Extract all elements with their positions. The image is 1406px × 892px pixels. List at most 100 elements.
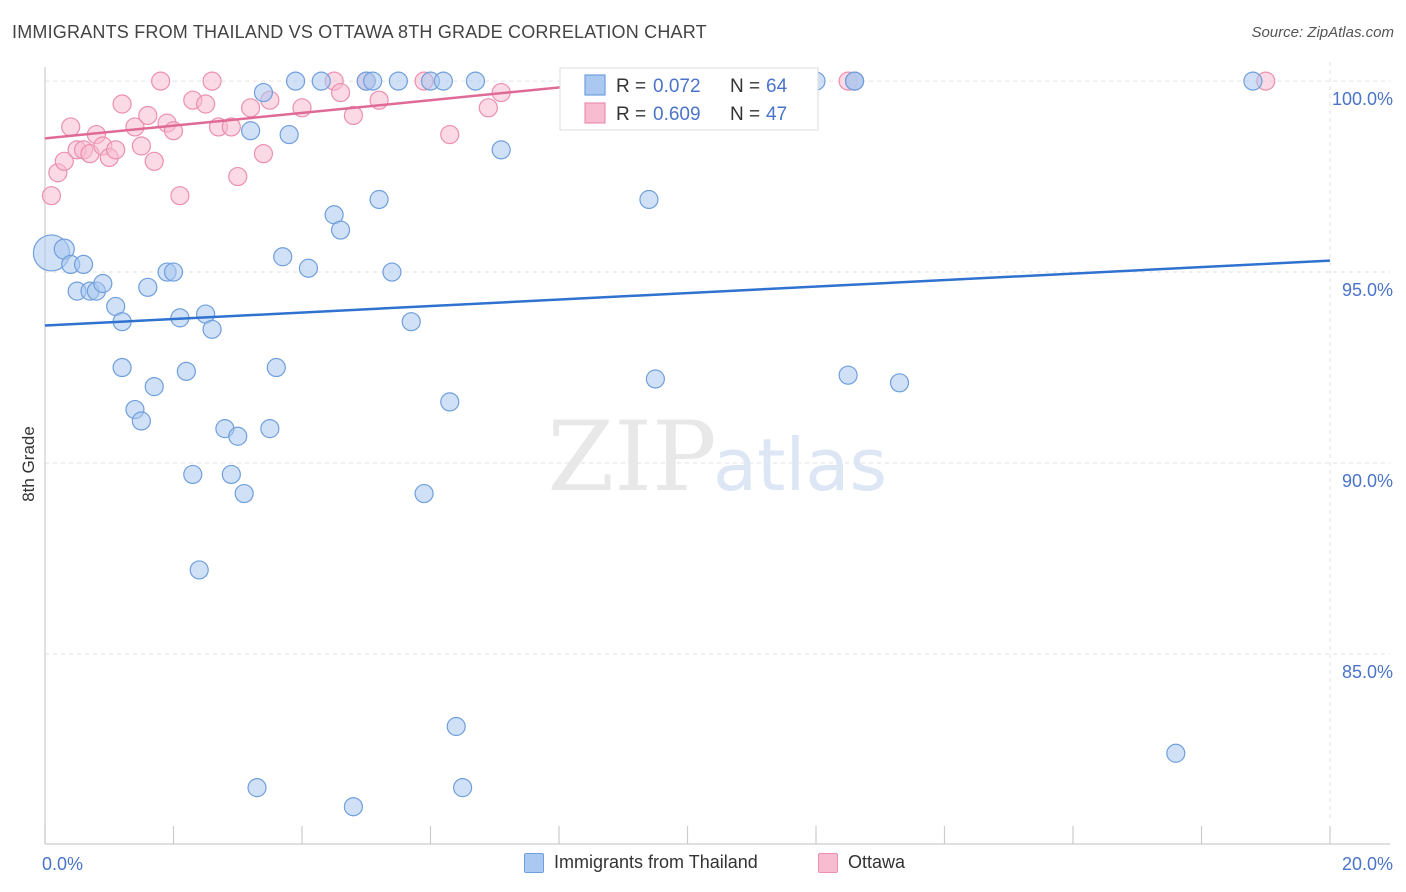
- ottawa-point-3: [61, 117, 81, 137]
- thailand-point-10: [112, 357, 132, 378]
- ottawa-point-12: [125, 117, 145, 137]
- ottawa-point-16: [151, 71, 171, 91]
- thailand-point-49: [440, 392, 460, 412]
- thailand-point-62: [1243, 71, 1263, 91]
- y-axis-label: 8th Grade: [19, 426, 38, 502]
- ottawa-point-27: [253, 144, 274, 164]
- ottawa-point-2: [54, 151, 74, 171]
- thailand-point-44: [388, 71, 408, 91]
- thailand-swatch: [524, 852, 544, 873]
- ottawa-point-36: [440, 124, 460, 145]
- ottawa-point-0: [41, 186, 62, 206]
- thailand-point-27: [241, 121, 261, 141]
- ottawa-point-21: [196, 94, 216, 114]
- ottawa-point-13: [131, 136, 151, 156]
- thailand-point-25: [228, 426, 248, 446]
- ottawa-point-37: [478, 98, 498, 118]
- thailand-point-22: [202, 319, 222, 339]
- legend-r-label-2: R =: [616, 104, 646, 125]
- thailand-point-28: [247, 778, 267, 798]
- thailand-point-50: [446, 716, 466, 737]
- legend-r-value-1: 0.072: [653, 76, 701, 97]
- watermark-atlas: atlas: [713, 423, 887, 507]
- ottawa-point-26: [241, 98, 261, 118]
- bottom-legend: Immigrants from Thailand Ottawa: [0, 852, 1406, 878]
- thailand-point-36: [311, 71, 331, 91]
- thailand-point-19: [183, 464, 203, 485]
- thailand-point-16: [163, 262, 184, 282]
- ottawa-point-32: [343, 105, 363, 126]
- thailand-point-38: [330, 220, 351, 240]
- thailand-point-4: [73, 254, 94, 275]
- y-tick-label-2: 90.0%: [1342, 471, 1393, 491]
- bottom-legend-thailand: Immigrants from Thailand: [524, 852, 758, 873]
- thailand-point-55: [639, 189, 659, 210]
- ottawa-point-10: [106, 140, 126, 160]
- watermark-zip: ZIP: [547, 401, 716, 513]
- ottawa-point-15: [144, 151, 164, 171]
- thailand-point-20: [189, 560, 209, 580]
- thailand-point-42: [369, 189, 389, 210]
- thailand-series-name: Immigrants from Thailand: [554, 852, 758, 872]
- thailand-point-56: [645, 369, 665, 389]
- tick-labels: 100.0% 95.0% 90.0% 85.0% 0.0% 20.0%: [42, 89, 1393, 874]
- thailand-point-52: [465, 71, 486, 91]
- ottawa-point-24: [221, 117, 241, 137]
- thailand-point-7: [93, 273, 113, 294]
- y-tick-label-3: 85.0%: [1342, 662, 1393, 682]
- y-tick-label-0: 100.0%: [1332, 89, 1393, 109]
- ottawa-point-25: [228, 166, 248, 187]
- ottawa-series-name: Ottawa: [848, 852, 906, 872]
- legend-n-value-2: 47: [766, 104, 787, 125]
- thailand-point-18: [176, 361, 196, 381]
- legend-swatch-ottawa: [584, 102, 606, 124]
- thailand-point-32: [273, 247, 293, 267]
- thailand-point-58: [838, 365, 858, 385]
- thailand-point-31: [266, 357, 286, 378]
- axes: [44, 67, 1390, 845]
- legend-r-value-2: 0.609: [653, 104, 701, 125]
- ottawa-point-22: [202, 71, 222, 91]
- thailand-point-30: [260, 419, 280, 439]
- thailand-point-13: [138, 277, 158, 297]
- ottawa-point-11: [112, 94, 132, 114]
- thailand-point-41: [363, 71, 383, 91]
- thailand-trendline: [44, 259, 1331, 327]
- thailand-point-34: [285, 71, 306, 91]
- thailand-point-33: [279, 124, 299, 145]
- source-credit: Source: ZipAtlas.com: [1251, 24, 1394, 41]
- legend-swatch-thailand: [584, 74, 606, 96]
- legend-n-value-1: 64: [766, 76, 788, 97]
- x-tick-label-0: 0.0%: [42, 854, 83, 874]
- ottawa-point-19: [170, 186, 190, 206]
- legend-r-label-1: R =: [616, 76, 646, 97]
- thailand-point-43: [382, 262, 402, 282]
- thailand-point-63: [844, 71, 865, 91]
- legend: R = 0.072 N = 64 R = 0.609 N = 47: [559, 67, 819, 131]
- legend-n-label-1: N =: [730, 76, 760, 97]
- bottom-legend-ottawa: Ottawa: [818, 852, 905, 873]
- x-tick-label-1: 20.0%: [1342, 854, 1393, 874]
- y-tick-label-1: 95.0%: [1342, 280, 1393, 300]
- thailand-point-12: [131, 411, 151, 431]
- thailand-point-35: [298, 258, 319, 278]
- thailand-point-26: [234, 483, 254, 504]
- thailand-points: [32, 71, 1263, 817]
- thailand-point-61: [1166, 743, 1186, 763]
- chart-title: IMMIGRANTS FROM THAILAND VS OTTAWA 8TH G…: [12, 22, 707, 42]
- thailand-point-45: [401, 312, 421, 332]
- thailand-point-60: [889, 373, 910, 393]
- ottawa-point-14: [138, 105, 158, 126]
- thailand-point-39: [343, 797, 363, 817]
- thailand-point-46: [414, 483, 434, 504]
- ottawa-point-31: [330, 82, 351, 103]
- thailand-point-24: [221, 464, 241, 485]
- legend-n-label-2: N =: [730, 104, 760, 125]
- ottawa-swatch: [818, 852, 838, 873]
- thailand-point-14: [144, 377, 164, 397]
- thailand-point-51: [453, 778, 473, 798]
- watermark: ZIP atlas: [547, 401, 887, 513]
- thailand-point-48: [433, 71, 453, 91]
- thailand-point-53: [491, 140, 511, 160]
